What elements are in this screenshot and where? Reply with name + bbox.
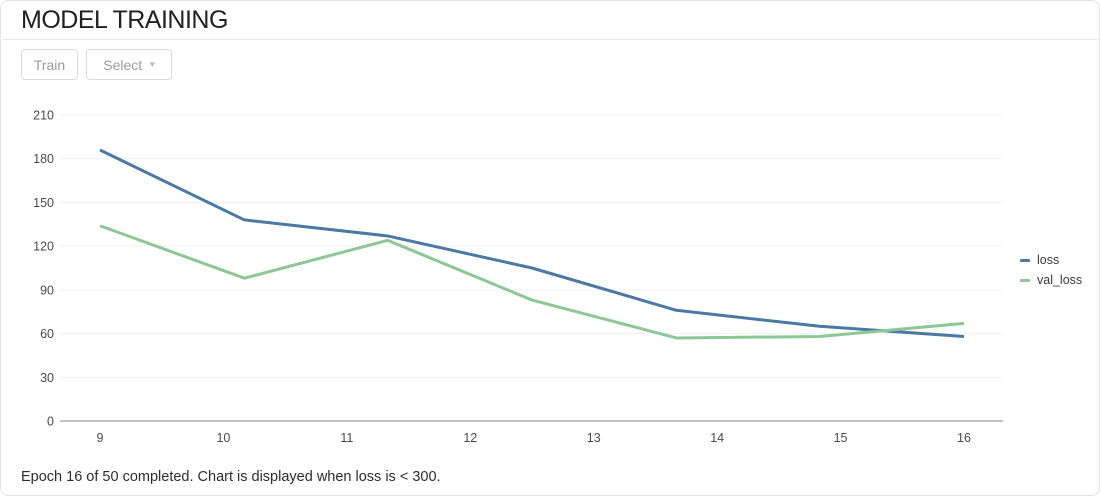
status-text: Epoch 16 of 50 completed. Chart is displ… — [21, 469, 441, 485]
legend-swatch — [1020, 258, 1030, 262]
y-tick-label: 180 — [33, 152, 54, 166]
train-button[interactable]: Train — [21, 49, 78, 80]
legend-label: val_loss — [1037, 273, 1083, 287]
select-dropdown-button[interactable]: Select ▾ — [86, 49, 172, 80]
loss-line — [99, 148, 965, 338]
val_loss-line — [99, 224, 965, 340]
legend-item-loss: loss — [1020, 253, 1082, 267]
x-tick-label: 11 — [340, 431, 353, 445]
train-button-label: Train — [33, 56, 66, 73]
select-button-label: Select — [103, 56, 143, 73]
y-tick-label: 120 — [33, 240, 54, 254]
x-tick-label: 15 — [834, 431, 848, 445]
legend-item-val-loss: val_loss — [1020, 273, 1082, 287]
legend-label: loss — [1037, 253, 1060, 267]
legend-swatch — [1020, 278, 1030, 282]
page-title: MODEL TRAINING — [21, 6, 228, 34]
x-tick-label: 14 — [710, 431, 724, 445]
x-tick-label: 10 — [216, 431, 230, 445]
x-tick-label: 9 — [97, 431, 104, 445]
y-tick-label: 90 — [40, 283, 54, 297]
chart-legend: loss val_loss — [1020, 253, 1082, 287]
y-tick-label: 210 — [33, 109, 54, 123]
y-tick-label: 60 — [40, 327, 54, 341]
y-tick-label: 0 — [47, 415, 54, 429]
x-tick-label: 13 — [587, 431, 601, 445]
x-tick-label: 16 — [957, 431, 971, 445]
x-tick-label: 12 — [463, 431, 477, 445]
chevron-down-icon: ▾ — [149, 59, 156, 69]
y-tick-label: 30 — [40, 371, 54, 385]
y-tick-label: 150 — [33, 196, 54, 210]
header-divider — [2, 39, 1098, 40]
